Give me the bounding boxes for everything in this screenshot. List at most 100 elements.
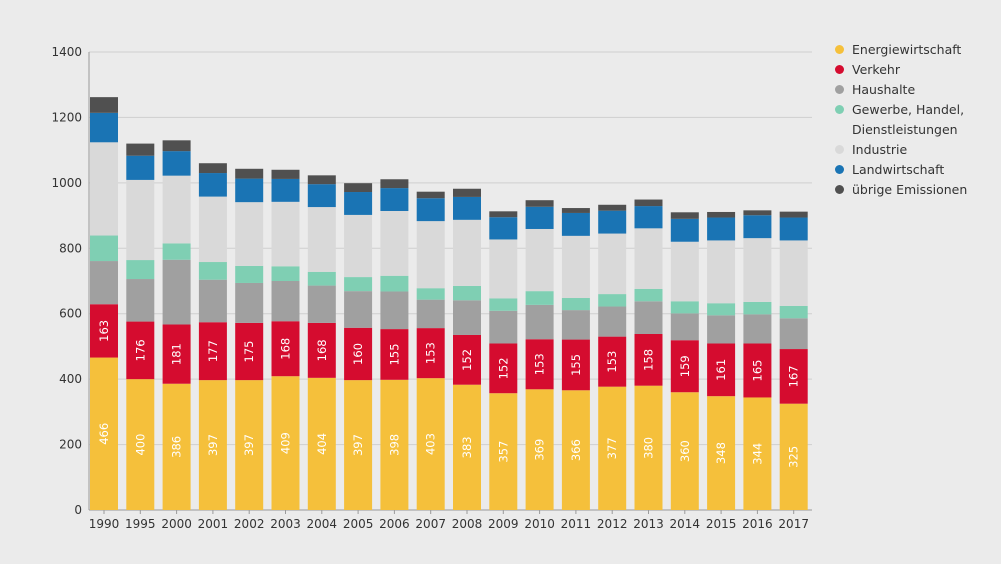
bar-segment xyxy=(779,211,808,218)
bar-segment xyxy=(634,385,663,510)
bar-segment xyxy=(126,155,155,180)
y-tick-label: 0 xyxy=(74,503,82,517)
x-tick-label: 2012 xyxy=(597,517,628,531)
bar-value-label: 158 xyxy=(642,349,656,371)
legend-swatch xyxy=(835,85,844,94)
bar-segment xyxy=(707,217,736,241)
bar-value-label: 152 xyxy=(460,349,474,371)
x-tick-label: 1990 xyxy=(89,517,120,531)
bar-value-label: 161 xyxy=(714,359,728,381)
bar-segment xyxy=(561,235,590,299)
bar-value-label: 177 xyxy=(206,340,220,362)
x-tick-label: 2010 xyxy=(524,517,555,531)
legend-label: Haushalte xyxy=(852,82,916,97)
bar-segment xyxy=(561,208,590,213)
y-tick-label: 400 xyxy=(59,372,82,386)
x-tick-label: 2016 xyxy=(742,517,773,531)
bar-segment xyxy=(198,262,227,280)
bar-segment xyxy=(670,218,699,242)
bar-segment xyxy=(489,217,518,240)
bar-segment xyxy=(489,211,518,218)
bar-value-label: 344 xyxy=(750,443,764,465)
bar-segment xyxy=(271,281,300,322)
bar-segment xyxy=(525,206,554,229)
bar-value-label: 404 xyxy=(315,433,329,455)
bar-segment xyxy=(743,238,772,302)
legend-swatch xyxy=(835,185,844,194)
bar-segment xyxy=(380,179,409,189)
bar-segment xyxy=(198,322,227,381)
bar-segment xyxy=(416,198,445,222)
legend-item: übrige Emissionen xyxy=(835,180,977,200)
bar-segment xyxy=(779,305,808,319)
bar-segment xyxy=(779,318,808,350)
bar-segment xyxy=(561,310,590,340)
bar-segment xyxy=(489,310,518,344)
bar-segment xyxy=(307,175,336,185)
bar-segment xyxy=(198,279,227,323)
bar-segment xyxy=(198,196,227,263)
bar-segment xyxy=(90,142,118,236)
bar-segment xyxy=(90,97,118,113)
bar-segment xyxy=(743,215,772,239)
bar-value-label: 360 xyxy=(678,440,692,462)
bar-segment xyxy=(489,343,518,394)
bar-segment xyxy=(271,376,300,510)
bar-segment xyxy=(126,260,155,280)
bar-segment xyxy=(235,178,264,203)
bar-segment xyxy=(670,301,699,314)
bar-segment xyxy=(380,210,409,276)
bar-segment xyxy=(162,243,191,260)
x-tick-label: 2006 xyxy=(379,517,410,531)
bar-segment xyxy=(598,306,627,337)
bar-segment xyxy=(307,271,336,286)
bar-segment xyxy=(779,403,808,510)
bar-segment xyxy=(380,275,409,292)
bar-segment xyxy=(779,349,808,404)
bar-value-label: 403 xyxy=(424,433,438,455)
bar-value-label: 168 xyxy=(279,338,293,360)
bar-value-label: 386 xyxy=(170,436,184,458)
bar-value-label: 165 xyxy=(750,359,764,381)
bar-segment xyxy=(670,313,699,341)
bar-value-label: 167 xyxy=(787,365,801,387)
bar-segment xyxy=(235,168,264,179)
legend-item: Landwirtschaft xyxy=(835,160,977,180)
bar-segment xyxy=(743,314,772,344)
legend-item: Energiewirtschaft xyxy=(835,40,977,60)
bar-segment xyxy=(670,241,699,302)
bar-segment xyxy=(525,389,554,510)
bar-value-label: 409 xyxy=(279,432,293,454)
bar-segment xyxy=(271,266,300,281)
bar-segment xyxy=(344,214,373,278)
bar-segment xyxy=(126,279,155,322)
bar-value-label: 153 xyxy=(533,353,547,375)
bar-segment xyxy=(743,343,772,398)
bar-segment xyxy=(126,379,155,510)
bar-segment xyxy=(416,299,445,329)
x-tick-label: 1995 xyxy=(125,517,156,531)
bar-value-label: 348 xyxy=(714,442,728,464)
bar-segment xyxy=(453,196,481,220)
bar-segment xyxy=(416,191,445,199)
bar-segment xyxy=(743,210,772,216)
bar-segment xyxy=(598,233,627,295)
bar-value-label: 159 xyxy=(678,355,692,377)
bar-segment xyxy=(271,169,300,179)
bar-segment xyxy=(525,228,554,292)
bar-segment xyxy=(670,340,699,393)
x-tick-label: 2004 xyxy=(307,517,338,531)
bar-segment xyxy=(271,178,300,202)
bar-segment xyxy=(634,206,663,229)
bar-segment xyxy=(162,140,191,152)
x-tick-label: 2007 xyxy=(415,517,446,531)
y-tick-label: 1200 xyxy=(51,110,82,124)
legend-swatch xyxy=(835,45,844,54)
bar-segment xyxy=(525,339,554,390)
legend-label: übrige Emissionen xyxy=(852,182,968,197)
bar-value-label: 398 xyxy=(387,434,401,456)
legend-swatch xyxy=(835,65,844,74)
bar-segment xyxy=(90,357,118,510)
bar-segment xyxy=(453,219,481,286)
